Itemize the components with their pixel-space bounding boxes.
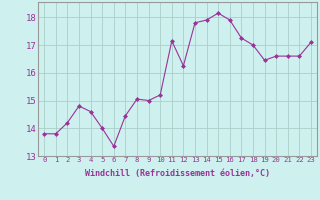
X-axis label: Windchill (Refroidissement éolien,°C): Windchill (Refroidissement éolien,°C): [85, 169, 270, 178]
